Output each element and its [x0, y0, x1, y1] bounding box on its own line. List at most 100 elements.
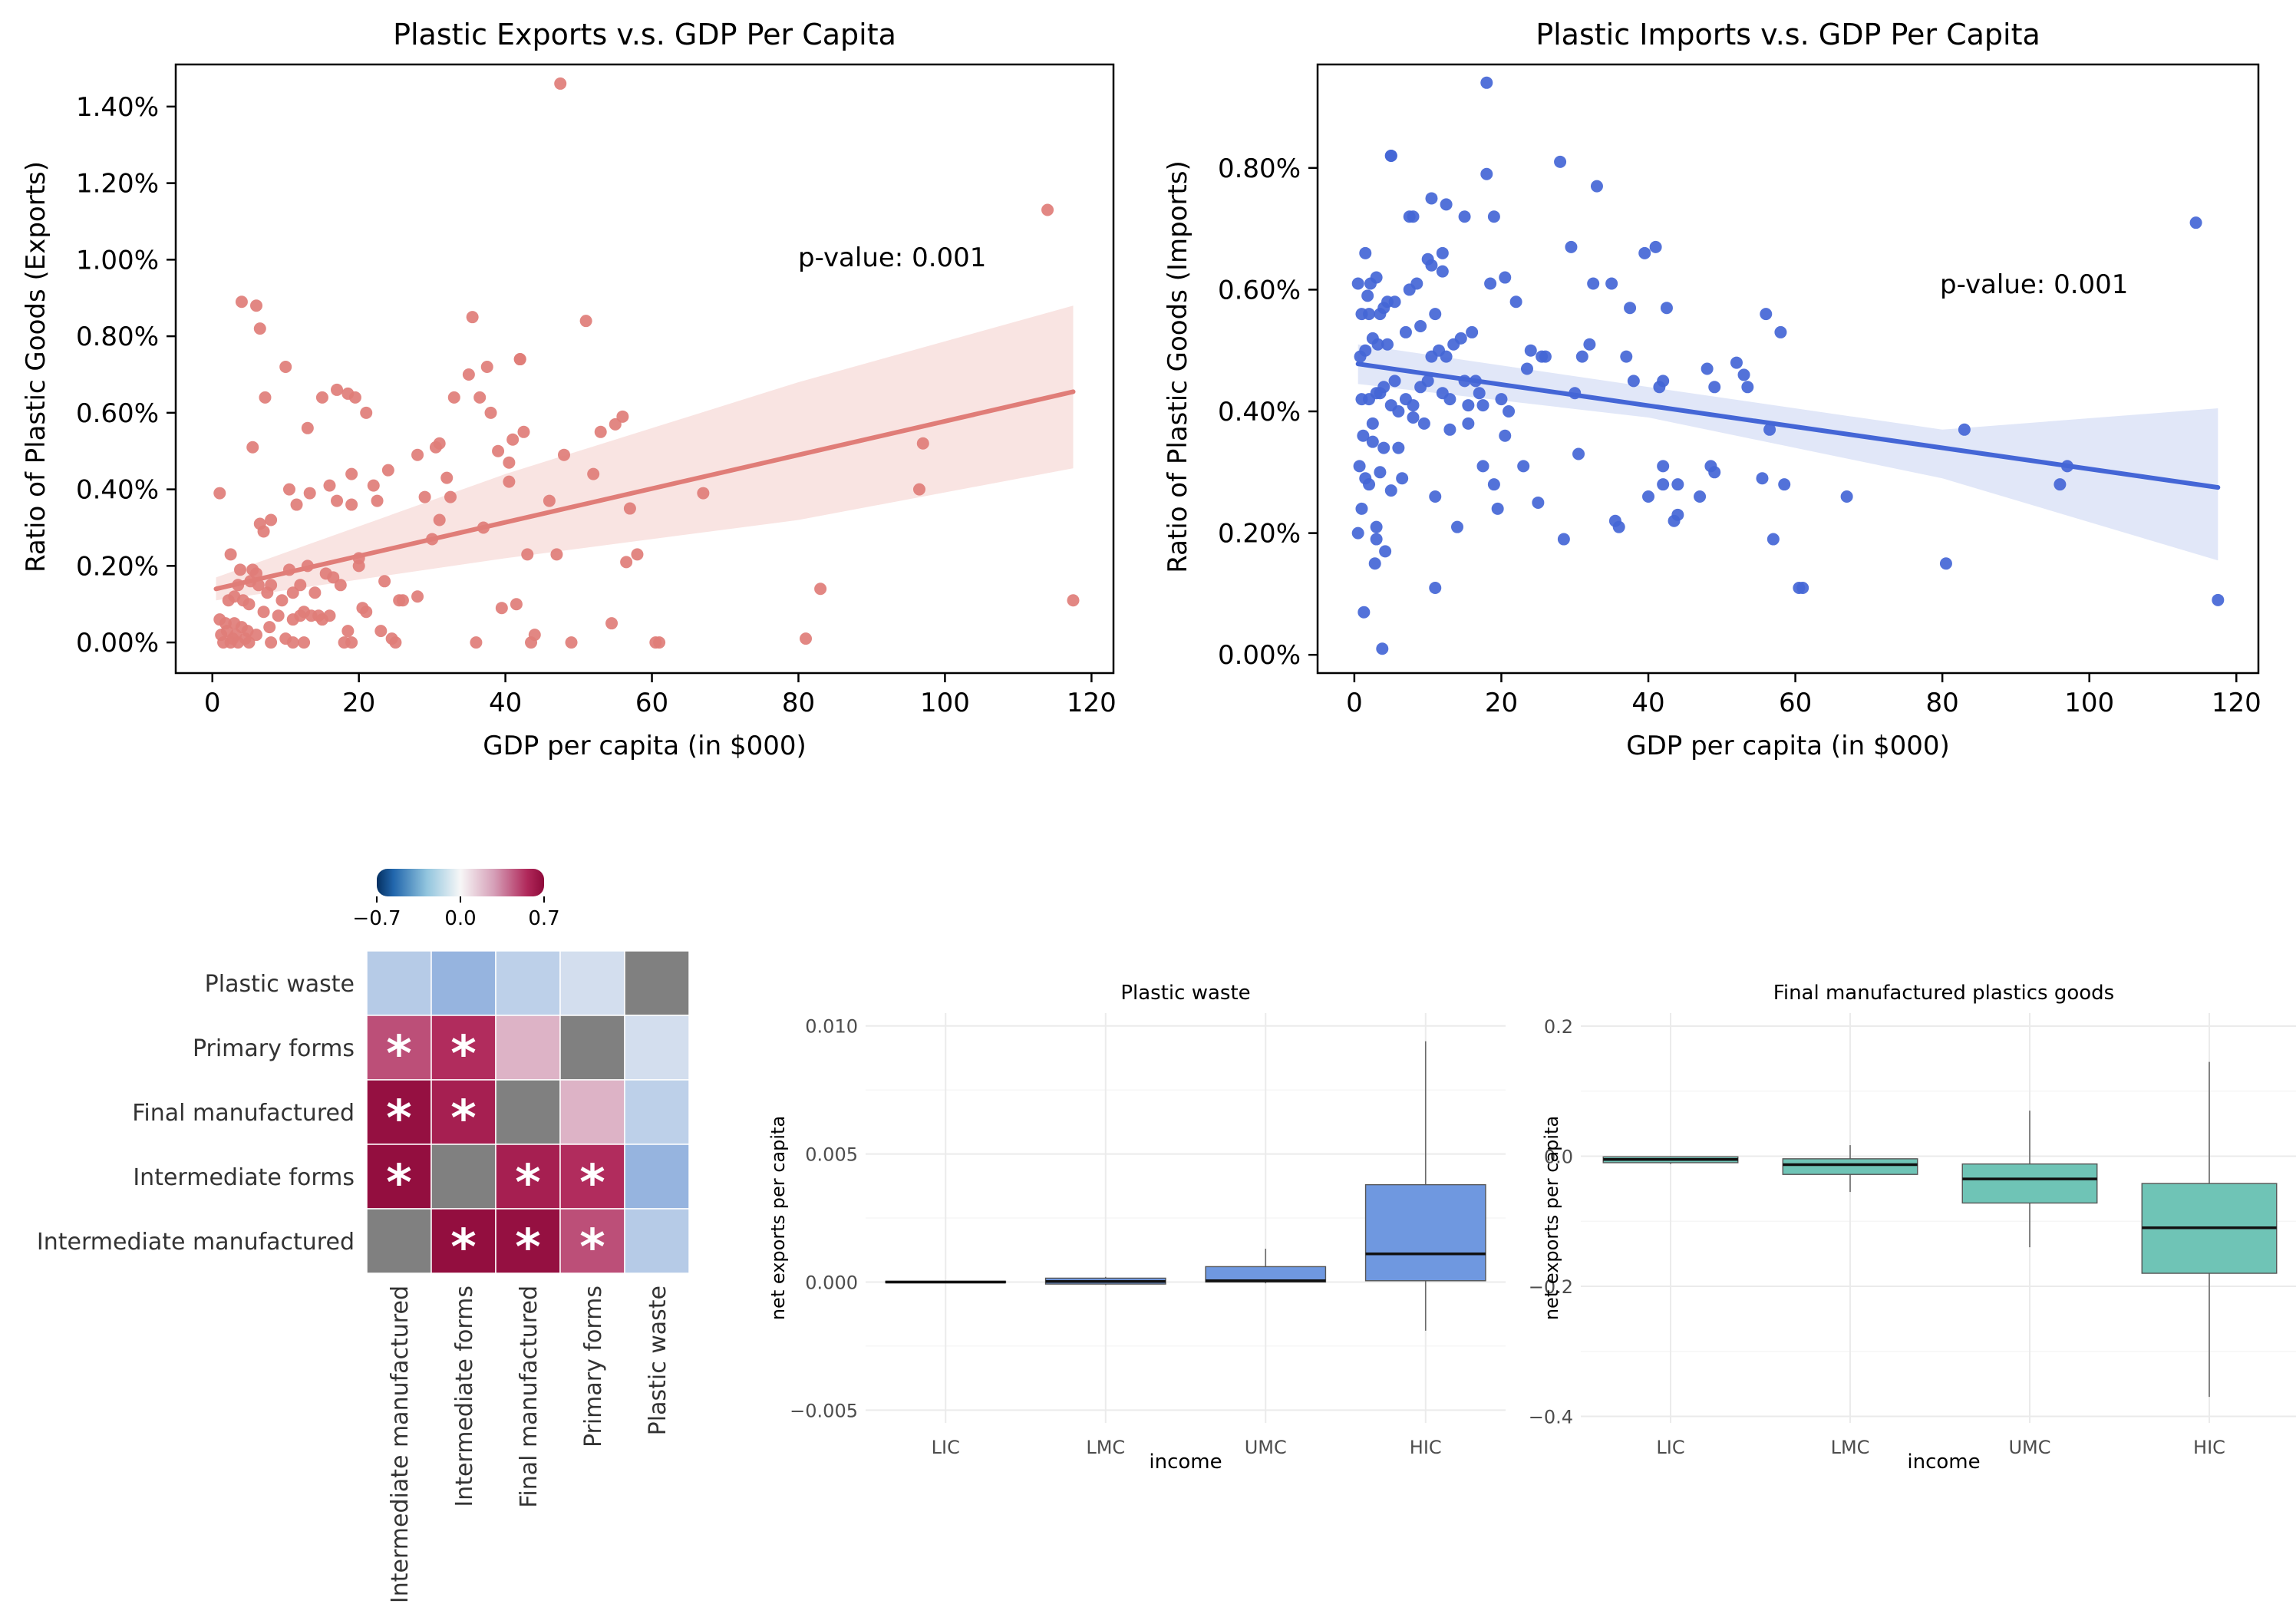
exports-regression — [213, 389, 1076, 592]
waste-xtick-label-3: HIC — [1410, 1437, 1442, 1458]
exp-point-63 — [323, 479, 336, 492]
imp-point-55 — [1417, 417, 1430, 430]
exp-point-83 — [374, 625, 388, 638]
imp-point-85 — [1480, 167, 1493, 180]
exp-point-80 — [360, 406, 373, 419]
waste-ytick-label-1: 0.000 — [805, 1272, 858, 1293]
colorbar-tick-label-0: −0.7 — [352, 907, 401, 930]
imp-point-33 — [1379, 545, 1392, 558]
exp-point-132 — [631, 548, 644, 561]
imp-point-114 — [1624, 302, 1637, 315]
heat-cell-4-3 — [559, 1208, 625, 1274]
imp-point-127 — [1694, 490, 1707, 503]
imp-xtick-label-0: 0 — [1346, 688, 1363, 718]
imp-ytick-label-4: 0.80% — [1218, 153, 1301, 184]
imp-point-75 — [1458, 210, 1471, 223]
imports-confidence-band — [1357, 344, 2218, 561]
exp-point-97 — [440, 471, 454, 484]
imp-point-143 — [1840, 490, 1853, 503]
imp-xtick-label-6: 120 — [2212, 688, 2261, 718]
imp-point-113 — [1620, 350, 1633, 363]
heat-cell-1-3 — [559, 1015, 625, 1081]
exp-point-139 — [916, 437, 929, 450]
imp-point-98 — [1532, 496, 1545, 509]
imp-point-91 — [1499, 271, 1512, 284]
exp-point-74 — [345, 636, 358, 649]
exp-point-108 — [495, 602, 508, 615]
imp-point-51 — [1407, 411, 1420, 424]
imp-point-7 — [1357, 429, 1370, 442]
imp-point-97 — [1524, 344, 1537, 357]
imp-point-149 — [2212, 593, 2225, 606]
exp-point-109 — [503, 475, 516, 488]
exp-point-102 — [470, 636, 483, 649]
exp-point-106 — [484, 406, 497, 419]
imp-xtick-label-2: 40 — [1631, 688, 1664, 718]
imp-point-112 — [1612, 520, 1625, 533]
imp-point-25 — [1371, 338, 1384, 351]
imp-point-94 — [1509, 295, 1522, 309]
exp-point-38 — [265, 579, 278, 592]
imp-xtick-label-1: 20 — [1485, 688, 1518, 718]
waste-xtick-label-0: LIC — [932, 1437, 960, 1458]
imp-point-88 — [1487, 478, 1500, 491]
exp-point-50 — [294, 579, 307, 592]
imp-point-102 — [1557, 533, 1570, 546]
exp-point-141 — [1067, 594, 1080, 607]
imports-points — [1351, 76, 2225, 655]
exp-xtick-label-6: 120 — [1067, 688, 1117, 718]
imp-point-123 — [1660, 302, 1673, 315]
exp-point-140 — [1041, 203, 1054, 216]
heat-cell-0-2 — [495, 950, 561, 1016]
exp-point-89 — [396, 594, 409, 607]
heat-col-label-2: Final manufactured — [516, 1286, 543, 1508]
final-xtick-label-1: LMC — [1831, 1437, 1870, 1458]
imp-point-108 — [1587, 277, 1600, 290]
final-ylabel: net exports per capita — [1541, 1116, 1562, 1320]
exp-point-7 — [224, 548, 237, 561]
exp-point-30 — [253, 322, 266, 335]
imports-x-axis: 0 20 40 60 80 100 120 — [1346, 673, 2261, 718]
imp-point-115 — [1627, 375, 1640, 388]
imp-point-53 — [1414, 319, 1427, 332]
imports-plot-frame — [1316, 63, 2260, 675]
heatmap-row-labels: Plastic waste Primary forms Final manufact… — [37, 971, 355, 1256]
waste-box-3 — [1364, 1183, 1486, 1282]
imp-point-140 — [1778, 478, 1791, 491]
exp-point-84 — [378, 575, 391, 588]
waste-ytick-label-0: −0.005 — [790, 1400, 858, 1421]
heatmap-col-labels: Intermediate manufactured Intermediate fo… — [387, 1286, 671, 1603]
exp-ytick-label-1: 0.20% — [76, 551, 159, 582]
heat-cell-4-4 — [624, 1208, 690, 1274]
imp-point-95 — [1517, 460, 1530, 473]
exports-x-axis: 0 20 40 60 80 100 120 — [204, 673, 1117, 718]
imp-xtick-label-4: 80 — [1926, 688, 1959, 718]
exp-point-33 — [257, 606, 270, 619]
exp-point-116 — [521, 548, 534, 561]
imp-point-131 — [1708, 381, 1721, 394]
exp-point-45 — [282, 483, 295, 496]
imp-point-73 — [1450, 520, 1463, 533]
exp-point-27 — [250, 629, 263, 642]
exp-point-54 — [301, 421, 314, 434]
imp-point-77 — [1462, 417, 1475, 430]
imp-point-8 — [1357, 606, 1371, 619]
imp-point-23 — [1370, 520, 1383, 533]
heat-cell-4-2 — [495, 1208, 561, 1274]
imp-point-6 — [1355, 502, 1368, 515]
imp-point-81 — [1473, 387, 1486, 400]
exp-point-90 — [411, 590, 424, 603]
exp-point-46 — [286, 586, 299, 599]
imp-point-43 — [1392, 441, 1405, 454]
imp-point-68 — [1440, 198, 1453, 211]
imp-point-132 — [1730, 356, 1743, 369]
exp-point-134 — [653, 636, 666, 649]
heat-cell-1-1 — [430, 1015, 496, 1081]
exp-xtick-label-2: 40 — [489, 688, 522, 718]
waste-ytick-label-3: 0.010 — [805, 1016, 858, 1038]
imports-regression — [1355, 361, 2221, 490]
exp-point-58 — [308, 586, 322, 599]
heat-star-3-0: * — [386, 1155, 411, 1212]
imp-xtick-label-3: 60 — [1779, 688, 1812, 718]
exp-point-122 — [557, 448, 570, 461]
